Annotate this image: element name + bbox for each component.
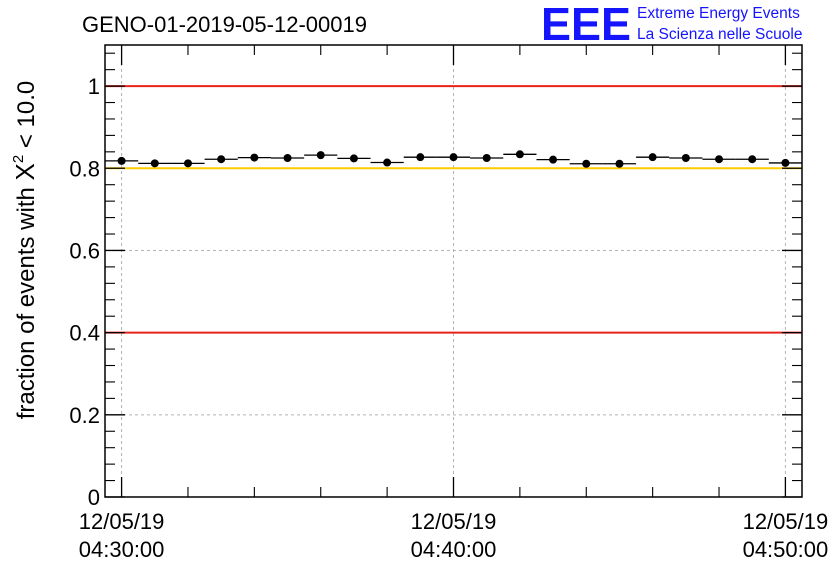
data-point-13 bbox=[549, 155, 558, 164]
y-tick-label-1: 0.2 bbox=[69, 403, 100, 428]
grid bbox=[105, 45, 802, 497]
data-point-11 bbox=[482, 154, 491, 162]
axis-ticks: 0 0.2 0.4 0.6 0.8 1 12/05/19 04:30:00 12/05/19 04… bbox=[69, 45, 828, 562]
data-point-12 bbox=[515, 150, 524, 159]
data-point-18 bbox=[715, 155, 724, 164]
y-tick-label-4: 0.8 bbox=[69, 156, 100, 181]
y-tick-label-2: 0.4 bbox=[69, 321, 100, 346]
eee-logo: EEE Extreme Energy Events La Scienza nel… bbox=[541, 0, 802, 50]
y-tick-label-3: 0.6 bbox=[69, 238, 100, 263]
data-point-10 bbox=[449, 153, 458, 162]
x-tick-label-time-2: 04:50:00 bbox=[743, 537, 829, 562]
x-tick-label-date-1: 12/05/19 bbox=[411, 509, 497, 534]
data-point-3 bbox=[217, 155, 226, 164]
chi-symbol: X bbox=[10, 163, 40, 180]
x-tick-label-date-0: 12/05/19 bbox=[79, 509, 165, 534]
data-point-15 bbox=[615, 159, 624, 168]
chart-title: GENO-01-2019-05-12-00019 bbox=[82, 12, 367, 37]
data-point-8 bbox=[383, 158, 392, 167]
data-point-2 bbox=[183, 159, 192, 168]
data-point-19 bbox=[748, 155, 757, 164]
data-point-16 bbox=[648, 153, 657, 162]
data-point-14 bbox=[582, 159, 591, 168]
data-point-17 bbox=[681, 154, 690, 162]
data-point-5 bbox=[283, 154, 292, 162]
data-point-1 bbox=[150, 159, 159, 168]
logo-line1: Extreme Energy Events bbox=[637, 5, 800, 22]
y-axis-label-prefix: fraction of events with bbox=[13, 180, 40, 419]
y-axis-label-suffix: < 10.0 bbox=[13, 81, 40, 155]
data-point-20 bbox=[781, 158, 790, 167]
reference-lines bbox=[105, 85, 802, 334]
data-point-4 bbox=[250, 153, 259, 162]
data-point-6 bbox=[316, 151, 325, 160]
x-tick-label-date-2: 12/05/19 bbox=[743, 509, 829, 534]
logo-line2: La Scienza nelle Scuole bbox=[637, 26, 802, 43]
x-tick-label-time-1: 04:40:00 bbox=[411, 537, 497, 562]
data-point-7 bbox=[349, 154, 358, 163]
chi-superscript: 2 bbox=[10, 155, 27, 163]
x-tick-label-time-0: 04:30:00 bbox=[79, 537, 165, 562]
logo-mark: EEE bbox=[541, 0, 631, 50]
y-tick-label-0: 0 bbox=[88, 485, 100, 510]
y-tick-label-5: 1 bbox=[88, 74, 100, 99]
y-axis-label: fraction of events with X2 < 10.0 bbox=[10, 81, 40, 420]
data-points bbox=[105, 150, 802, 168]
data-point-9 bbox=[416, 153, 425, 162]
data-point-0 bbox=[117, 156, 126, 165]
